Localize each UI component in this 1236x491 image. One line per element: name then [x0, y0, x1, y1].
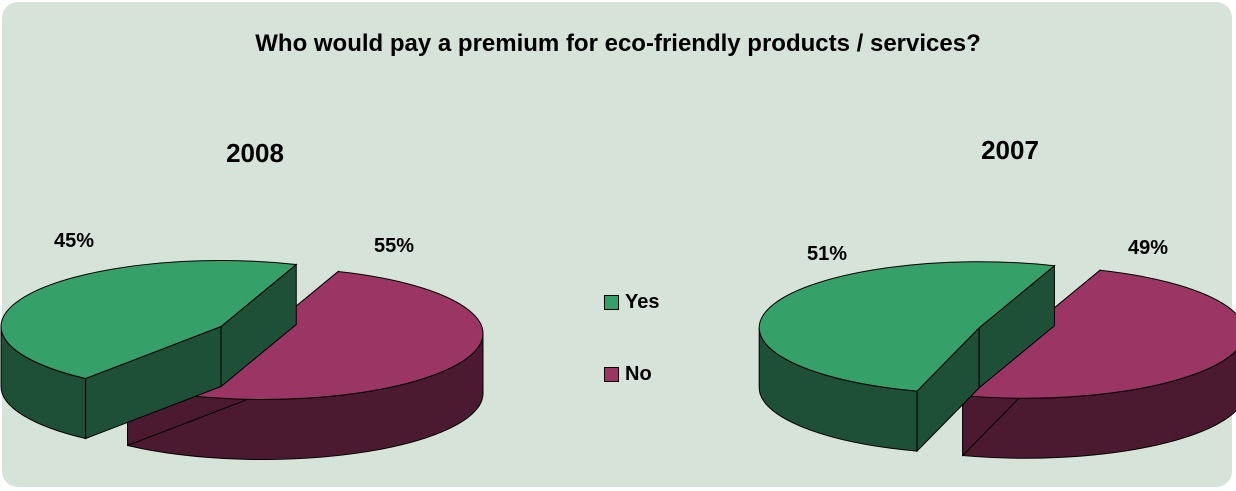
- legend-swatch-no: [604, 366, 619, 382]
- pie-2007-slice-no: [961, 269, 1236, 399]
- legend-label-yes: Yes: [625, 290, 660, 313]
- legend-label-no: No: [625, 362, 652, 385]
- pie-title-2007: 2007: [981, 135, 1039, 165]
- data-label-2007-yes: 51%: [807, 243, 848, 265]
- legend: Yes No: [604, 290, 659, 434]
- pie-2007-slice-yes: [758, 261, 1056, 392]
- legend-item-no: No: [604, 362, 659, 386]
- data-label-2008-no: 55%: [374, 235, 415, 257]
- legend-item-yes: Yes: [604, 290, 659, 314]
- data-label-2007-no: 49%: [1128, 237, 1169, 259]
- data-label-2008-yes: 45%: [54, 230, 95, 252]
- pie-2008-slice-yes: [0, 260, 298, 380]
- pie-title-2008: 2008: [226, 138, 284, 168]
- legend-swatch-yes: [604, 294, 619, 310]
- chart-title: Who would pay a premium for eco-friendly…: [255, 30, 981, 57]
